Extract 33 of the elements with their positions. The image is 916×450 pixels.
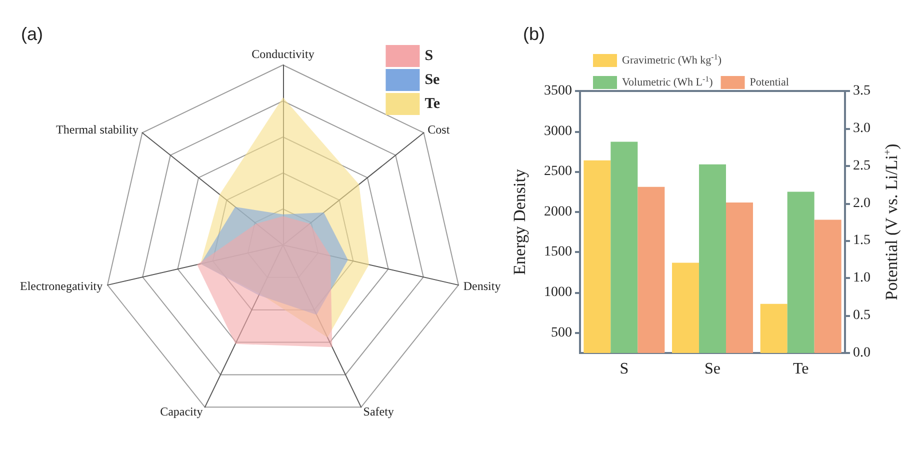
spoke-label: Density <box>463 279 501 294</box>
y2-tick-label: 0.5 <box>853 308 870 324</box>
chart-title: (a) <box>21 24 43 44</box>
y2-tick-label: 2.0 <box>853 196 870 211</box>
y-tick-label: 2000 <box>544 204 572 220</box>
spoke-label: Cost <box>428 122 450 137</box>
spoke-label: Electronegativity <box>20 279 103 294</box>
x-tick-label: Te <box>792 360 809 378</box>
x-tick-label: S <box>620 360 629 378</box>
legend-label: Te <box>424 96 440 112</box>
y2-tick-label: 2.5 <box>853 158 870 174</box>
y-tick-label: 2500 <box>544 164 572 180</box>
legend-label: Se <box>424 72 440 88</box>
y-tick-label: 500 <box>551 325 572 340</box>
y2-tick-label: 3.0 <box>853 120 870 136</box>
y-tick-label: 1500 <box>544 244 572 260</box>
y2-tick-label: 0.0 <box>853 346 870 360</box>
legend-label: Potential <box>750 76 789 88</box>
spoke-label: Safety <box>363 404 394 419</box>
y2-axis-title: Potential (V vs. Li/Li+) <box>882 144 901 300</box>
y2-tick-label: 1.0 <box>853 270 870 286</box>
x-tick-label: Se <box>704 360 720 378</box>
y-tick-label: 3000 <box>544 124 572 139</box>
y2-tick-label: 1.5 <box>853 233 870 248</box>
y-tick-label: 3500 <box>544 84 572 98</box>
chart-title: (b) <box>523 24 545 44</box>
spoke-label: Conductivity <box>252 47 314 61</box>
spoke-label: Thermal stability <box>56 122 138 137</box>
y-tick-label: 1000 <box>544 285 572 300</box>
y-axis-title: Energy Density <box>510 168 529 275</box>
spoke-label: Capacity <box>160 404 203 419</box>
y2-tick-label: 3.5 <box>853 84 870 98</box>
legend-label: S <box>424 48 434 64</box>
